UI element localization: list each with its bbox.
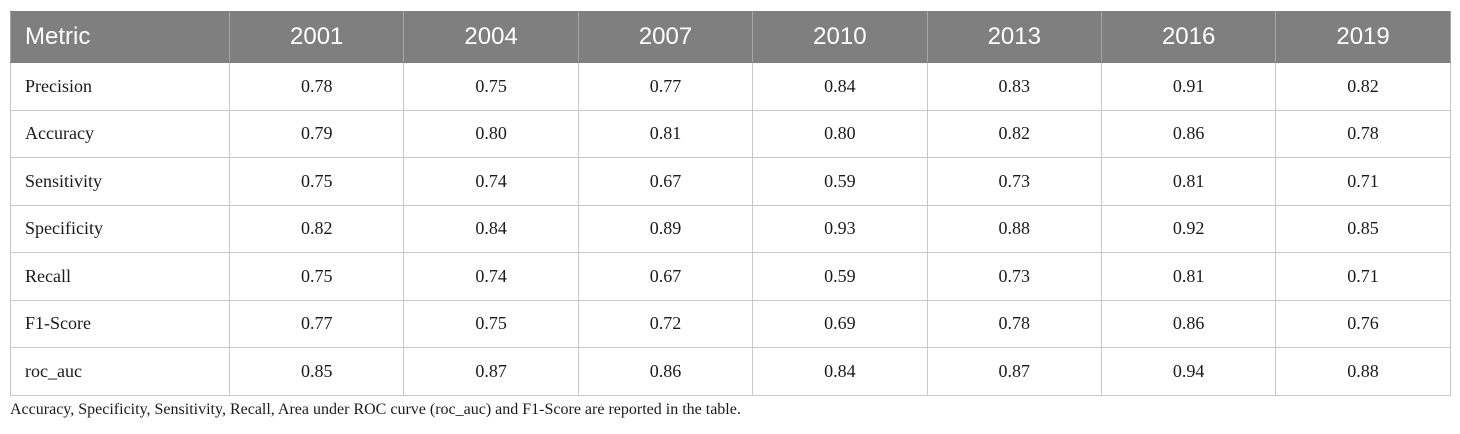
metric-name-cell: roc_auc <box>10 347 230 396</box>
metric-name-cell: Specificity <box>10 204 230 253</box>
value-cell: 0.72 <box>577 299 754 348</box>
value-cell: 0.73 <box>926 157 1102 206</box>
value-cell: 0.88 <box>926 204 1102 253</box>
value-cell: 0.80 <box>752 109 928 158</box>
value-cell: 0.67 <box>577 157 754 206</box>
table-row: Sensitivity 0.75 0.74 0.67 0.59 0.73 0.8… <box>10 157 1451 206</box>
value-cell: 0.87 <box>926 347 1102 396</box>
header-year-2010: 2010 <box>752 11 928 63</box>
value-cell: 0.94 <box>1100 347 1277 396</box>
metric-name-cell: Accuracy <box>10 109 230 158</box>
value-cell: 0.81 <box>1100 252 1277 301</box>
header-metric: Metric <box>10 11 230 63</box>
header-year-2001: 2001 <box>228 11 405 63</box>
value-cell: 0.83 <box>926 62 1102 111</box>
table-body: Precision 0.78 0.75 0.77 0.84 0.83 0.91 … <box>10 62 1451 396</box>
header-year-2004: 2004 <box>403 11 579 63</box>
value-cell: 0.74 <box>403 252 579 301</box>
table-row: Recall 0.75 0.74 0.67 0.59 0.73 0.81 0.7… <box>10 252 1451 301</box>
value-cell: 0.85 <box>1275 204 1451 253</box>
value-cell: 0.71 <box>1275 157 1451 206</box>
header-year-2007: 2007 <box>577 11 754 63</box>
value-cell: 0.88 <box>1275 347 1451 396</box>
value-cell: 0.93 <box>752 204 928 253</box>
header-row: Metric 2001 2004 2007 2010 2013 2016 201… <box>10 11 1451 63</box>
table-row: Specificity 0.82 0.84 0.89 0.93 0.88 0.9… <box>10 204 1451 253</box>
value-cell: 0.82 <box>926 109 1102 158</box>
header-year-2013: 2013 <box>926 11 1102 63</box>
value-cell: 0.86 <box>577 347 754 396</box>
metric-name-cell: Recall <box>10 252 230 301</box>
table-row: F1-Score 0.77 0.75 0.72 0.69 0.78 0.86 0… <box>10 299 1451 348</box>
value-cell: 0.77 <box>577 62 754 111</box>
table-row: Precision 0.78 0.75 0.77 0.84 0.83 0.91 … <box>10 62 1451 111</box>
value-cell: 0.75 <box>228 157 405 206</box>
value-cell: 0.85 <box>228 347 405 396</box>
value-cell: 0.75 <box>403 62 579 111</box>
value-cell: 0.91 <box>1100 62 1277 111</box>
table-row: roc_auc 0.85 0.87 0.86 0.84 0.87 0.94 0.… <box>10 347 1451 396</box>
value-cell: 0.78 <box>926 299 1102 348</box>
value-cell: 0.84 <box>403 204 579 253</box>
value-cell: 0.76 <box>1275 299 1451 348</box>
value-cell: 0.71 <box>1275 252 1451 301</box>
header-year-2016: 2016 <box>1100 11 1277 63</box>
value-cell: 0.74 <box>403 157 579 206</box>
value-cell: 0.59 <box>752 157 928 206</box>
value-cell: 0.87 <box>403 347 579 396</box>
value-cell: 0.78 <box>228 62 405 111</box>
table-header: Metric 2001 2004 2007 2010 2013 2016 201… <box>10 11 1451 63</box>
value-cell: 0.86 <box>1100 299 1277 348</box>
value-cell: 0.79 <box>228 109 405 158</box>
metrics-table: Metric 2001 2004 2007 2010 2013 2016 201… <box>10 11 1451 396</box>
value-cell: 0.75 <box>403 299 579 348</box>
table-footnote: Accuracy, Specificity, Sensitivity, Reca… <box>10 401 741 418</box>
value-cell: 0.82 <box>1275 62 1451 111</box>
value-cell: 0.89 <box>577 204 754 253</box>
value-cell: 0.81 <box>577 109 754 158</box>
value-cell: 0.67 <box>577 252 754 301</box>
value-cell: 0.75 <box>228 252 405 301</box>
value-cell: 0.77 <box>228 299 405 348</box>
value-cell: 0.80 <box>403 109 579 158</box>
value-cell: 0.81 <box>1100 157 1277 206</box>
value-cell: 0.69 <box>752 299 928 348</box>
metric-name-cell: Sensitivity <box>10 157 230 206</box>
value-cell: 0.78 <box>1275 109 1451 158</box>
header-year-2019: 2019 <box>1275 11 1451 63</box>
metric-name-cell: Precision <box>10 62 230 111</box>
value-cell: 0.84 <box>752 347 928 396</box>
metrics-table-container: Metric 2001 2004 2007 2010 2013 2016 201… <box>10 11 1451 396</box>
table-row: Accuracy 0.79 0.80 0.81 0.80 0.82 0.86 0… <box>10 109 1451 158</box>
value-cell: 0.86 <box>1100 109 1277 158</box>
metric-name-cell: F1-Score <box>10 299 230 348</box>
value-cell: 0.73 <box>926 252 1102 301</box>
value-cell: 0.82 <box>228 204 405 253</box>
value-cell: 0.92 <box>1100 204 1277 253</box>
value-cell: 0.59 <box>752 252 928 301</box>
value-cell: 0.84 <box>752 62 928 111</box>
